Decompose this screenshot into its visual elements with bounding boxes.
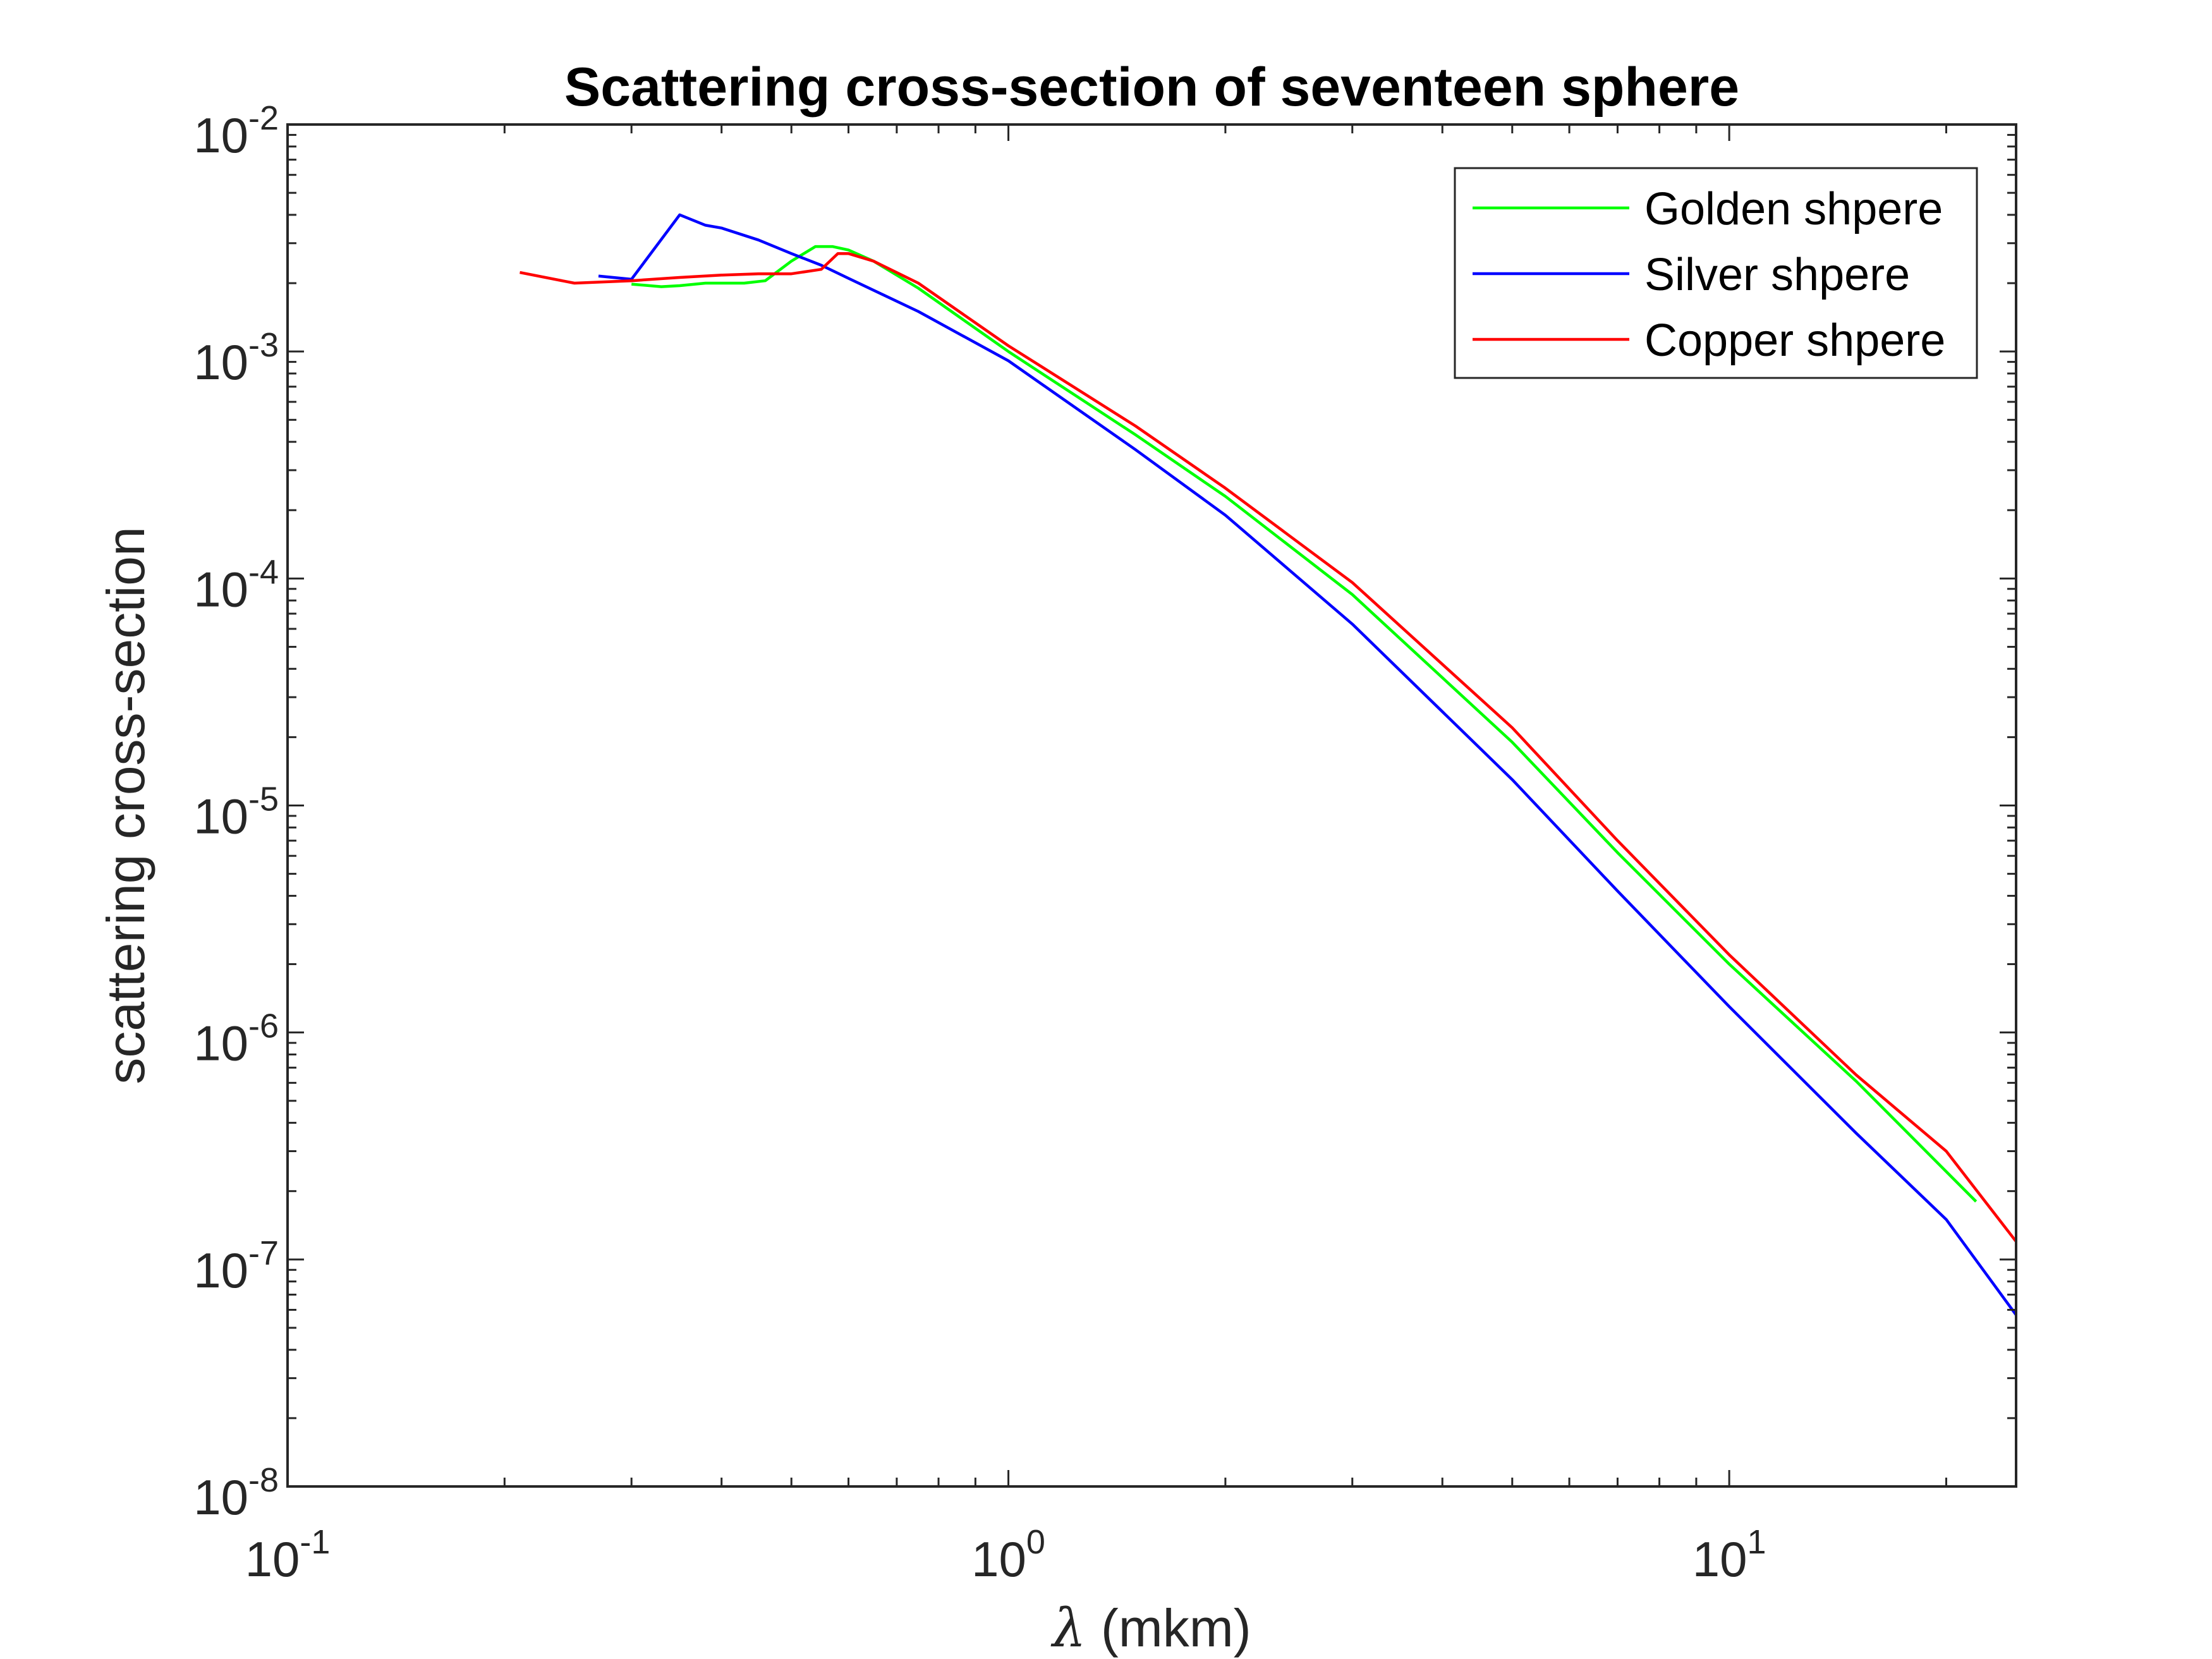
y-tick-label-base: 10	[193, 1243, 248, 1298]
y-tick-label-exponent: -8	[248, 1461, 279, 1499]
legend-label-2: Silver shpere	[1644, 250, 1910, 300]
y-tick-label-base: 10	[193, 334, 248, 390]
series-line-2	[598, 213, 2017, 1316]
y-tick-label-base: 10	[193, 561, 248, 617]
y-tick-label: 10-5	[193, 781, 279, 844]
y-tick-label-exponent: -4	[248, 553, 279, 591]
y-tick-label: 10-3	[193, 326, 279, 390]
data-curves	[520, 213, 2017, 1316]
axis-ticks	[286, 123, 2016, 1488]
y-tick-label: 10-2	[193, 99, 279, 163]
y-tick-label: 10-4	[193, 553, 279, 617]
y-tick-label-exponent: -6	[248, 1007, 279, 1045]
x-axis-unit: (mkm)	[1086, 1598, 1251, 1658]
series-line-1	[631, 245, 1978, 1203]
y-tick-label-base: 10	[193, 1469, 248, 1525]
legend-label-1: Golden shpere	[1644, 184, 1943, 234]
x-tick-label-base: 10	[971, 1531, 1026, 1587]
x-tick-label-base: 10	[1692, 1531, 1747, 1587]
x-tick-label-exponent: 0	[1026, 1523, 1045, 1561]
x-tick-label-exponent: 1	[1747, 1523, 1766, 1561]
y-tick-label-base: 10	[193, 1016, 248, 1071]
x-tick-label: 101	[1692, 1523, 1766, 1587]
x-tick-label-base: 10	[245, 1531, 300, 1587]
x-axis-symbol: λ	[1050, 1597, 1086, 1659]
y-tick-label-exponent: -7	[248, 1234, 279, 1272]
y-tick-label-base: 10	[193, 107, 248, 163]
x-axis-label: λ (mkm)	[1050, 1597, 1251, 1659]
y-tick-label-base: 10	[193, 789, 248, 844]
y-tick-label-exponent: -2	[248, 99, 279, 137]
y-tick-label-exponent: -5	[248, 781, 279, 818]
y-tick-label-exponent: -3	[248, 326, 279, 364]
series-line-3	[520, 252, 2017, 1243]
y-axis-label: scattering cross-section	[96, 526, 155, 1084]
y-tick-label: 10-8	[193, 1461, 279, 1525]
x-tick-label: 10-1	[245, 1523, 331, 1587]
x-tick-label-exponent: -1	[300, 1523, 330, 1561]
x-tick-label: 100	[971, 1523, 1045, 1587]
axes-box	[286, 123, 2017, 1488]
legend: Golden shpere Silver shpere Copper shpere	[1454, 167, 1978, 379]
y-tick-label: 10-6	[193, 1007, 279, 1071]
chart-title: Scattering cross-section of seventeen sp…	[564, 57, 1739, 118]
y-tick-label: 10-7	[193, 1234, 279, 1298]
legend-label-3: Copper shpere	[1644, 315, 1945, 366]
